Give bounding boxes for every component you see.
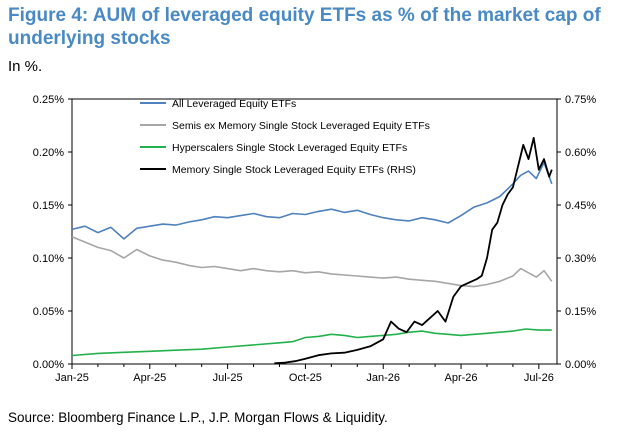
legend: All Leveraged Equity ETFs Semis ex Memory… (140, 98, 430, 176)
left-tick-label: 0.00% (33, 359, 64, 371)
axes: 0.00% 0.05% 0.10% 0.15% 0.20% 0.25% 0.00% 0.15%… (33, 94, 597, 384)
right-tick-label: 0.00% (565, 359, 596, 371)
series-line-2 (71, 236, 553, 288)
series-line-3 (71, 328, 552, 357)
chart-subtitle: In %. (8, 58, 43, 75)
x-tick-label: Jul-25 (213, 372, 243, 384)
legend-label-3: Hyperscalers Single Stock Leveraged Equi… (172, 142, 407, 154)
left-tick-label: 0.20% (33, 147, 64, 159)
plot-frame (71, 98, 558, 365)
right-tick-label: 0.60% (565, 147, 596, 159)
source-note: Source: Bloomberg Finance L.P., J.P. Mor… (8, 410, 388, 425)
right-tick-label: 0.45% (565, 200, 596, 212)
left-tick-label: 0.25% (33, 94, 64, 106)
left-tick-label: 0.10% (33, 253, 64, 265)
legend-label-1: All Leveraged Equity ETFs (172, 98, 296, 110)
x-tick-label: Jul-26 (524, 372, 554, 384)
right-tick-label: 0.75% (565, 94, 596, 106)
x-tick-label: Jan-25 (55, 372, 89, 384)
series-line-1 (71, 161, 553, 240)
legend-label-2: Semis ex Memory Single Stock Leveraged E… (172, 120, 430, 132)
left-tick-label: 0.15% (33, 200, 64, 212)
x-tick-label: Apr-25 (133, 372, 166, 384)
left-tick-label: 0.05% (33, 306, 64, 318)
series-lines (71, 136, 553, 365)
x-tick-label: Apr-26 (445, 372, 478, 384)
right-tick-label: 0.30% (565, 253, 596, 265)
x-tick-label: Oct-25 (289, 372, 322, 384)
chart-title: Figure 4: AUM of leveraged equity ETFs a… (8, 5, 601, 49)
series-line-4 (274, 136, 553, 365)
x-tick-label: Jan-26 (366, 372, 400, 384)
right-tick-label: 0.15% (565, 306, 596, 318)
legend-label-4: Memory Single Stock Leveraged Equity ETF… (172, 164, 416, 176)
